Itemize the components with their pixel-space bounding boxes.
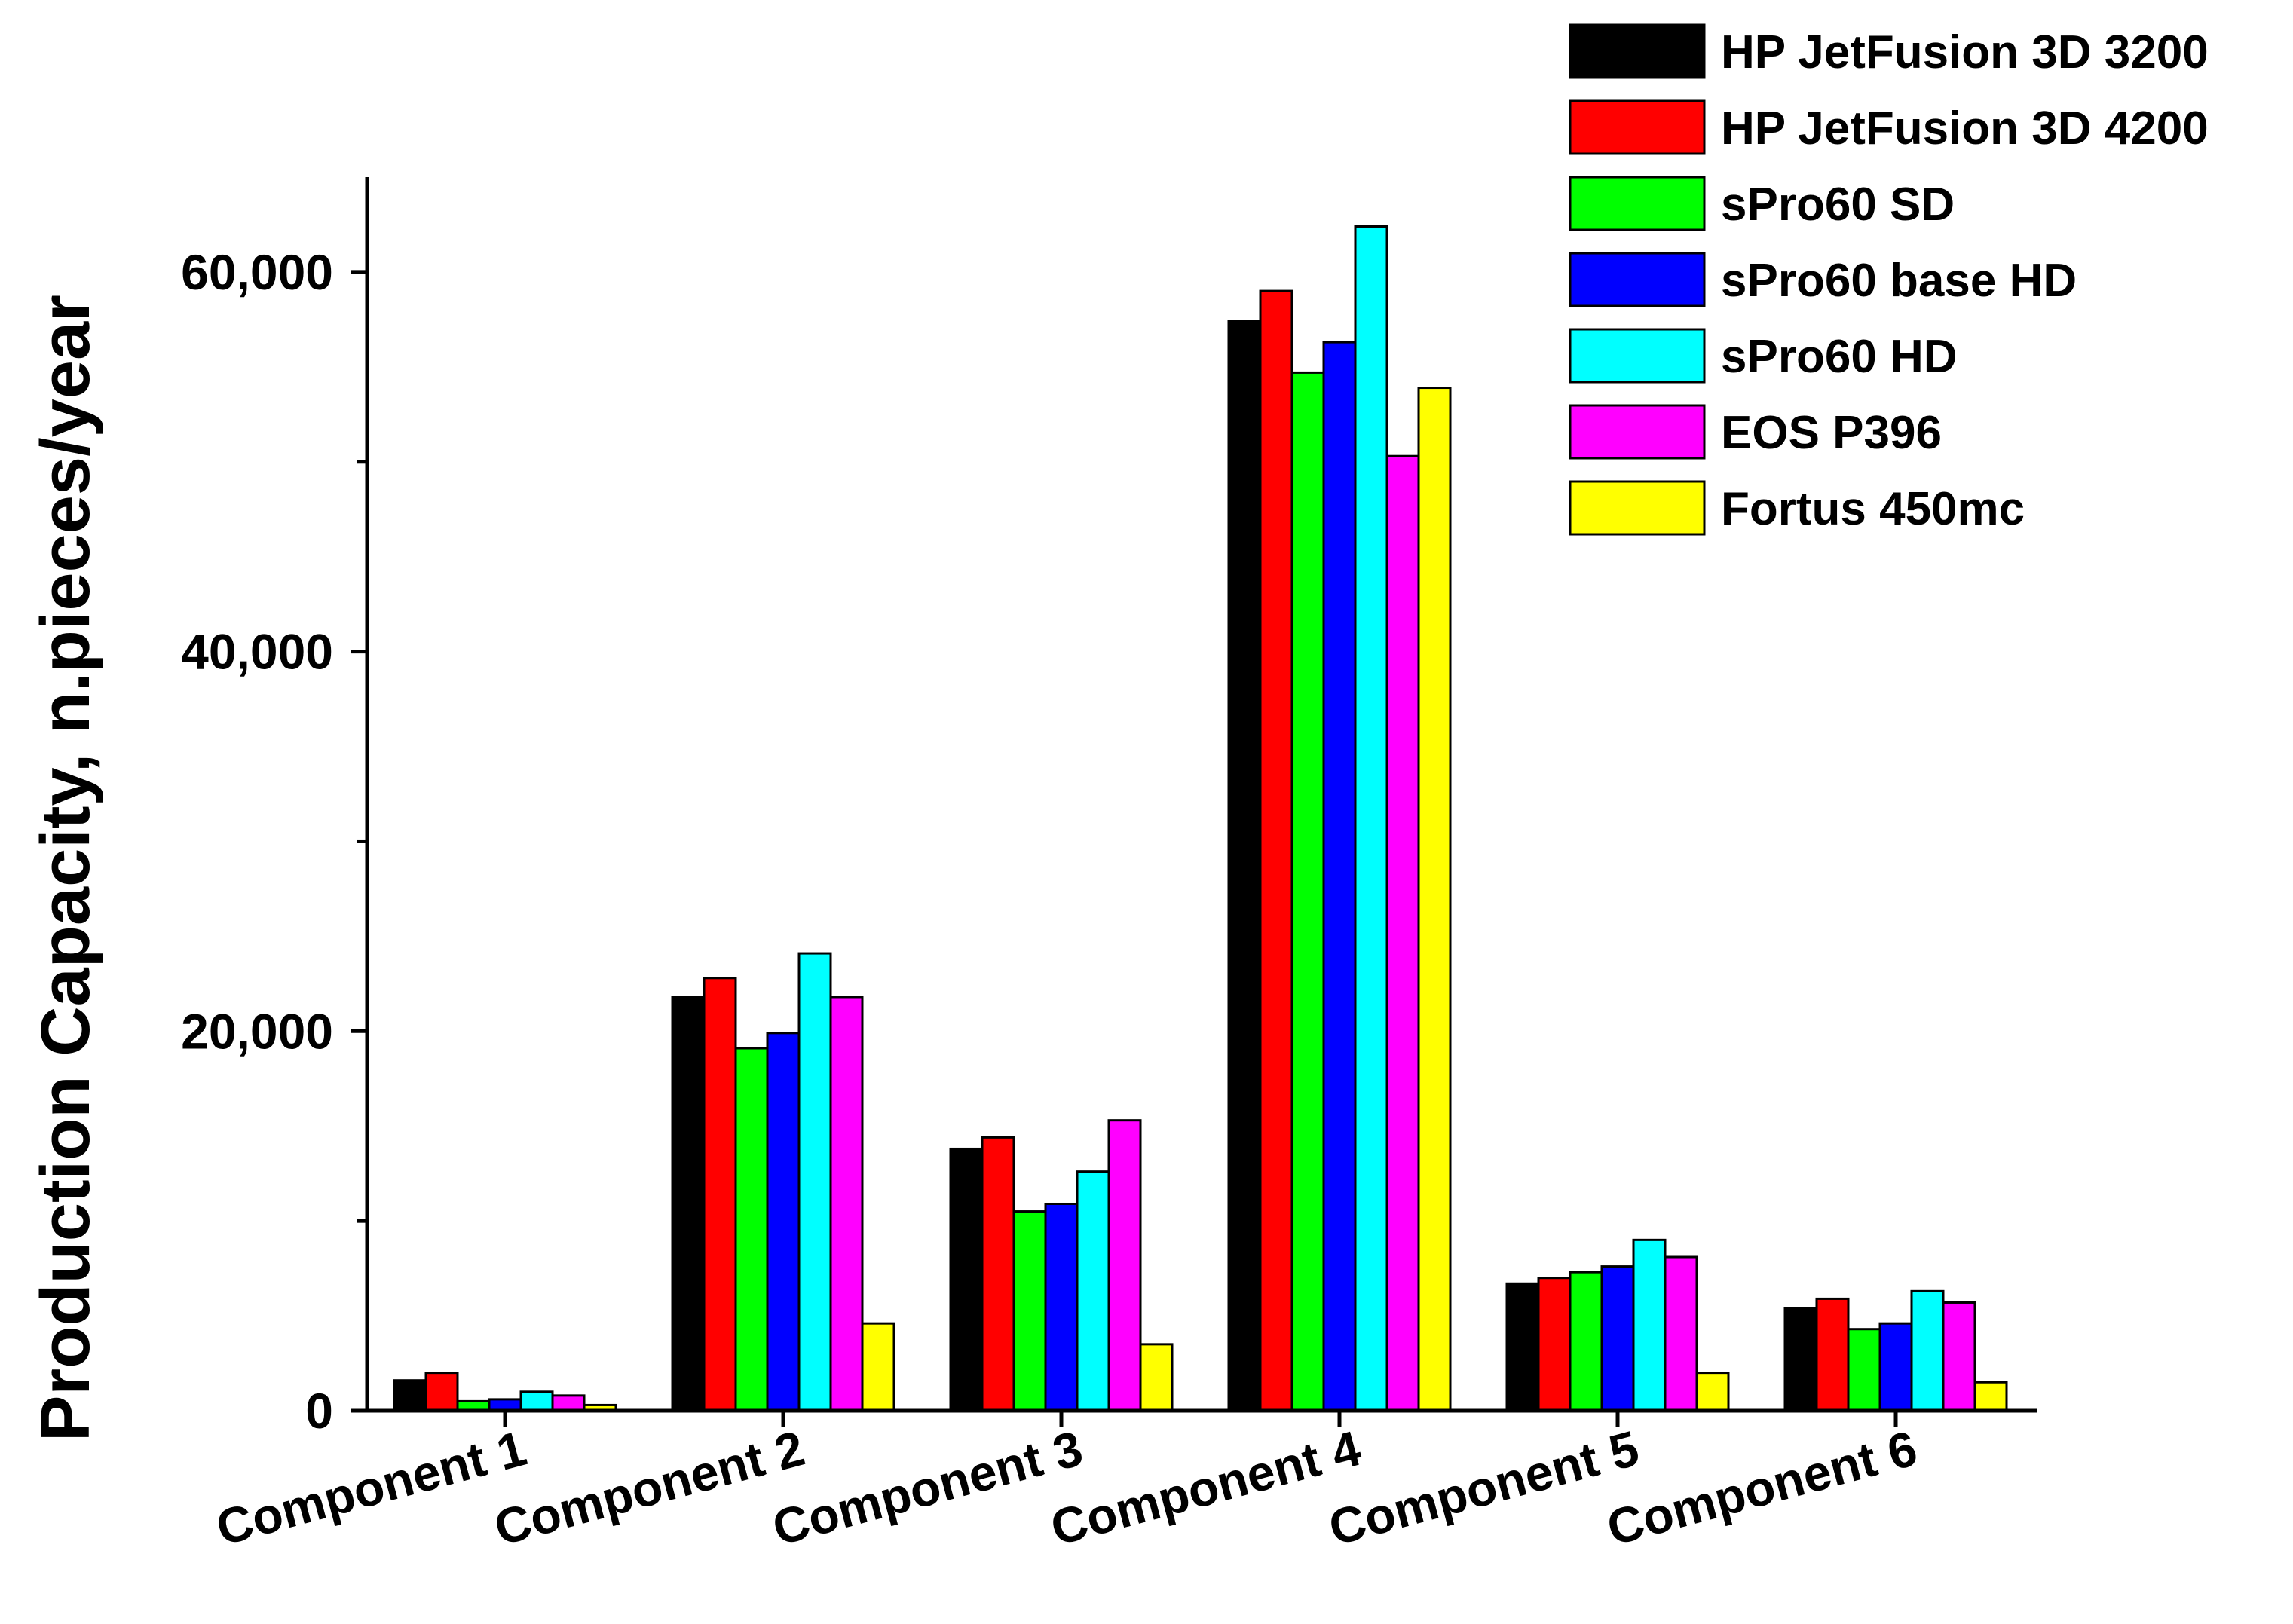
bars-group bbox=[393, 225, 2008, 1412]
bar-hp-jetfusion-3d-4200-component-2 bbox=[703, 977, 737, 1412]
legend-swatch-spro60-base-hd bbox=[1569, 252, 1706, 307]
x-tick-label-component-6: Component 6 bbox=[1601, 1420, 1922, 1556]
bar-spro60-sd-component-6 bbox=[1847, 1328, 1881, 1412]
bar-spro60-hd-component-2 bbox=[797, 952, 832, 1412]
bar-hp-jetfusion-3d-3200-component-3 bbox=[949, 1147, 984, 1412]
x-tick-label-component-2: Component 2 bbox=[488, 1420, 810, 1556]
legend-swatch-spro60-hd bbox=[1569, 328, 1706, 384]
bar-spro60-base-hd-component-5 bbox=[1600, 1265, 1635, 1412]
bar-spro60-sd-component-5 bbox=[1569, 1271, 1603, 1412]
legend-label-spro60-hd: sPro60 HD bbox=[1721, 331, 1958, 383]
bar-spro60-base-hd-component-4 bbox=[1322, 341, 1357, 1412]
legend-label-spro60-base-hd: sPro60 base HD bbox=[1721, 255, 2077, 307]
bar-spro60-base-hd-component-2 bbox=[766, 1032, 801, 1412]
bar-fortus-450mc-component-4 bbox=[1417, 387, 1452, 1412]
x-tick-label-component-3: Component 3 bbox=[767, 1420, 1088, 1556]
bar-eos-p396-component-4 bbox=[1385, 454, 1420, 1412]
bar-spro60-hd-component-6 bbox=[1910, 1289, 1945, 1412]
bar-hp-jetfusion-3d-3200-component-2 bbox=[671, 996, 706, 1412]
legend-swatch-fortus-450mc bbox=[1569, 480, 1706, 536]
bar-hp-jetfusion-3d-3200-component-5 bbox=[1505, 1282, 1540, 1412]
x-tick-label-component-4: Component 4 bbox=[1045, 1420, 1367, 1556]
bar-hp-jetfusion-3d-3200-component-6 bbox=[1783, 1307, 1818, 1412]
legend-swatch-hp-jetfusion-3d-3200 bbox=[1569, 23, 1706, 79]
legend-swatch-hp-jetfusion-3d-4200 bbox=[1569, 99, 1706, 155]
bar-spro60-hd-component-3 bbox=[1076, 1170, 1110, 1412]
bar-eos-p396-component-2 bbox=[829, 996, 864, 1412]
bar-spro60-sd-component-2 bbox=[734, 1047, 769, 1412]
legend-label-spro60-sd: sPro60 SD bbox=[1721, 179, 1955, 231]
bar-hp-jetfusion-3d-4200-component-4 bbox=[1259, 289, 1293, 1412]
y-tick-label-40000: 40,000 bbox=[181, 624, 333, 680]
y-tick-label-0: 0 bbox=[305, 1383, 333, 1439]
legend-label-hp-jetfusion-3d-3200: HP JetFusion 3D 3200 bbox=[1721, 26, 2209, 78]
bar-hp-jetfusion-3d-4200-component-5 bbox=[1537, 1277, 1572, 1412]
legend-label-fortus-450mc: Fortus 450mc bbox=[1721, 483, 2025, 535]
bar-hp-jetfusion-3d-3200-component-1 bbox=[393, 1379, 427, 1412]
x-tick-label-component-5: Component 5 bbox=[1323, 1420, 1644, 1556]
bar-eos-p396-component-1 bbox=[551, 1394, 586, 1412]
bar-eos-p396-component-5 bbox=[1664, 1255, 1698, 1412]
legend-label-hp-jetfusion-3d-4200: HP JetFusion 3D 4200 bbox=[1721, 102, 2209, 154]
x-tick-label-component-1: Component 1 bbox=[210, 1420, 531, 1556]
legend: HP JetFusion 3D 3200 HP JetFusion 3D 4200… bbox=[1569, 23, 2209, 536]
bar-hp-jetfusion-3d-4200-component-6 bbox=[1815, 1297, 1850, 1412]
bar-spro60-hd-component-5 bbox=[1632, 1238, 1667, 1412]
bar-hp-jetfusion-3d-4200-component-1 bbox=[424, 1372, 459, 1412]
bar-spro60-sd-component-3 bbox=[1012, 1210, 1047, 1412]
bar-fortus-450mc-component-3 bbox=[1139, 1343, 1174, 1412]
bar-fortus-450mc-component-5 bbox=[1695, 1372, 1730, 1412]
bar-hp-jetfusion-3d-3200-component-4 bbox=[1227, 320, 1262, 1412]
legend-swatch-spro60-sd bbox=[1569, 176, 1706, 231]
bar-eos-p396-component-3 bbox=[1107, 1119, 1142, 1412]
bar-hp-jetfusion-3d-4200-component-3 bbox=[981, 1136, 1015, 1412]
bar-spro60-base-hd-component-3 bbox=[1044, 1202, 1079, 1412]
legend-label-eos-p396: EOS P396 bbox=[1721, 407, 1942, 459]
bar-spro60-hd-component-4 bbox=[1354, 225, 1388, 1412]
bar-fortus-450mc-component-2 bbox=[861, 1322, 895, 1412]
bar-fortus-450mc-component-6 bbox=[1973, 1381, 2008, 1412]
bar-eos-p396-component-6 bbox=[1942, 1301, 1976, 1412]
bar-spro60-hd-component-1 bbox=[519, 1390, 554, 1412]
bar-spro60-base-hd-component-6 bbox=[1878, 1322, 1913, 1412]
legend-swatch-eos-p396 bbox=[1569, 404, 1706, 460]
y-axis-title: Production Capacity, n.pieces/year bbox=[27, 295, 104, 1442]
bar-spro60-sd-component-4 bbox=[1290, 371, 1325, 1412]
y-tick-label-20000: 20,000 bbox=[181, 1003, 333, 1059]
y-tick-label-60000: 60,000 bbox=[181, 244, 333, 300]
